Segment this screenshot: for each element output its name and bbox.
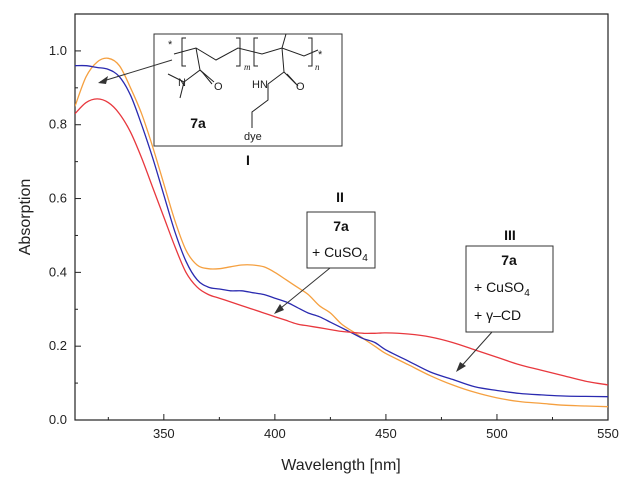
annotation-iii-pointer [457,331,493,371]
x-tick-label: 500 [486,426,508,441]
x-tick-label: 400 [264,426,286,441]
structure-o-label: O [214,81,223,93]
y-axis-title: Absorption [17,179,34,256]
annotation-ii-arrowhead [274,304,284,314]
annotation-iii-line2: + γ–CD [474,307,521,323]
annotation-ii-text: + CuSO4 [312,244,368,264]
structure-drawing [167,33,319,128]
y-tick-label: 0.6 [49,191,67,206]
x-axis-title: Wavelength [nm] [281,457,400,474]
series-line-i [75,57,608,408]
y-tick-label: 1.0 [49,43,67,58]
structure-star-right: * [318,49,323,61]
y-tick-label: 0.2 [49,338,67,353]
annotation-ii-label: II [336,189,344,205]
annotation-iii-label: III [504,227,516,243]
annotation-iii-compound: 7a [501,252,517,268]
y-tick-label: 0.0 [49,412,67,427]
y-tick-label: 0.4 [49,264,67,279]
axis-ticks [75,13,609,421]
annotation-i-arrowhead [98,76,108,84]
annotation-i-compound: 7a [190,115,206,131]
structure-star-left: * [168,39,173,51]
annotation-ii-box [306,211,376,269]
annotation-ii-pointer [275,267,331,313]
structure-inset: * * m n N O HN O dye 7a [153,33,343,147]
series-layer [75,57,608,408]
annotation-iii-box [465,245,554,333]
structure-n-label: N [178,77,186,89]
annotation-ii-line1: + CuSO [312,244,362,260]
annotation-iii-text1: + CuSO4 [474,279,530,299]
annotation-i-pointer [99,59,173,83]
annotation-iii-sub: 4 [524,288,530,299]
x-tick-label: 350 [153,426,175,441]
structure-sub-m: m [244,62,251,72]
series-line-iii [75,98,608,386]
y-tick-label: 0.8 [49,117,67,132]
plot-frame [74,13,609,421]
structure-o2-label: O [296,81,305,93]
annotation-iii-line1: + CuSO [474,279,524,295]
x-tick-label: 450 [375,426,397,441]
annotation-ii-compound: 7a [333,218,349,234]
structure-hn-label: HN [252,79,268,91]
annotation-i-label: I [246,152,250,168]
series-line-ii [75,64,608,398]
annotation-iii-arrowhead [456,362,466,372]
x-tick-label: 550 [597,426,619,441]
structure-sub-n: n [315,62,320,72]
axis-tick-labels: 350 400 450 500 550 0.0 0.2 0.4 0.6 0.8 1.0 [49,43,619,441]
structure-dye-label: dye [244,131,262,143]
annotation-ii-sub: 4 [362,253,368,264]
